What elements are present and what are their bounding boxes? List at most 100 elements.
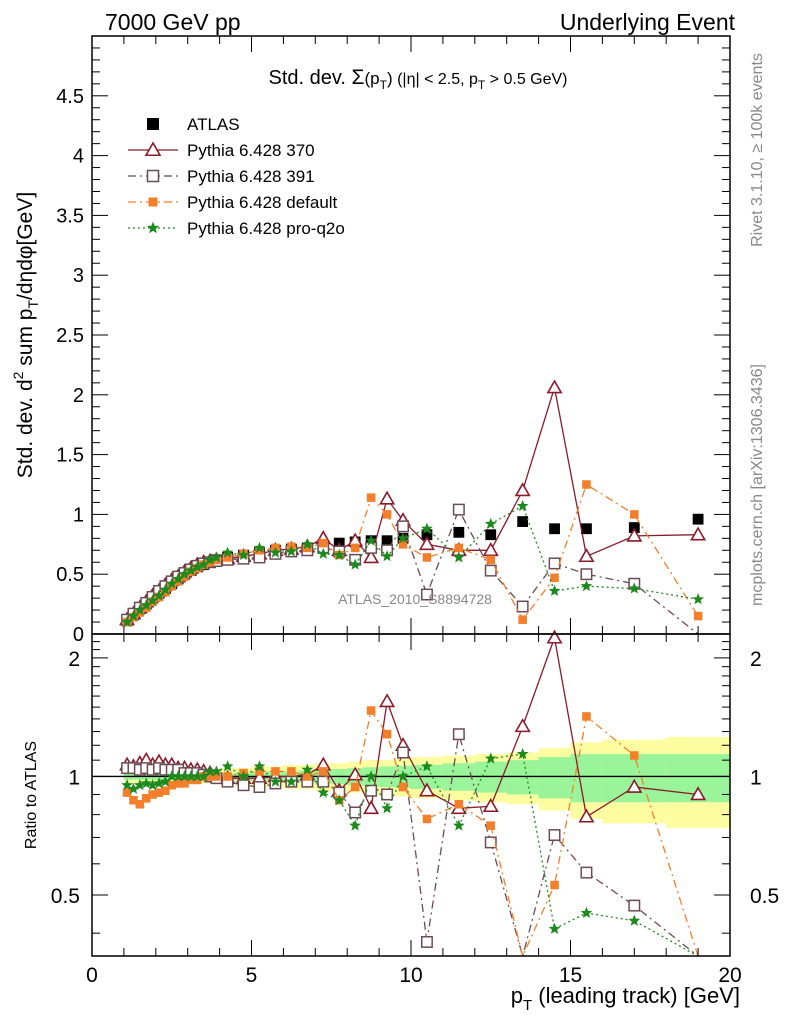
data-point	[319, 538, 328, 548]
ratio-y-tick-label: 0.5	[51, 885, 80, 908]
ratio-point	[398, 782, 408, 792]
ratio-point	[127, 782, 140, 794]
ratio-point	[349, 806, 362, 819]
data-point	[221, 546, 234, 558]
ratio-point	[180, 779, 189, 788]
ratio-y-tick-label: 2	[68, 648, 80, 671]
ratio-point	[365, 784, 378, 797]
ratio-point	[134, 779, 146, 791]
ratio-point	[452, 728, 465, 741]
data-point	[223, 553, 232, 562]
data-point	[548, 584, 561, 596]
ratio-point	[285, 775, 298, 787]
data-point	[690, 526, 707, 541]
ratio-point	[381, 788, 394, 801]
ratio-point	[582, 712, 591, 721]
x-tick-label: 15	[559, 964, 582, 987]
data-point	[630, 510, 639, 519]
ratio-point	[418, 782, 435, 797]
ratio-point	[580, 866, 593, 879]
ratio-point	[204, 765, 216, 777]
ratio-point	[122, 788, 132, 797]
ratio-point	[484, 836, 497, 849]
data-point	[365, 541, 378, 554]
data-point	[422, 553, 432, 562]
data-point	[453, 526, 465, 538]
data-point	[285, 545, 298, 557]
ratio-point	[287, 767, 296, 776]
ratio-point	[546, 629, 563, 644]
data-point	[397, 520, 409, 533]
ratio-point	[486, 821, 496, 830]
x-tick-label: 10	[399, 964, 422, 987]
data-point	[301, 538, 314, 550]
data-point	[485, 529, 497, 541]
main-title: Std. dev. Σ(pT) (|η| < 2.5, pT > 0.5 GeV…	[269, 66, 568, 92]
ratio-point	[514, 718, 531, 733]
ratio-band-inner	[602, 754, 667, 803]
data-point	[548, 557, 561, 570]
ratio-point	[165, 770, 178, 782]
ratio-point	[154, 788, 164, 797]
data-point	[418, 536, 435, 551]
header-right: Underlying Event	[560, 9, 736, 35]
ratio-point	[578, 808, 595, 823]
data-point	[421, 529, 433, 541]
ratio-point	[301, 763, 314, 775]
data-point	[486, 555, 496, 565]
data-point	[582, 480, 591, 489]
ratio-point	[223, 772, 232, 781]
data-point	[484, 517, 497, 529]
ratio-series-pythia-6-428-pro-q2o	[121, 747, 699, 957]
ratio-point	[253, 760, 266, 772]
ratio-point	[349, 819, 361, 831]
data-point	[269, 546, 282, 558]
data-point	[253, 541, 266, 553]
ratio-point	[172, 770, 184, 782]
data-point	[172, 572, 184, 584]
ratio-point	[580, 906, 593, 918]
legend-marker	[147, 118, 159, 130]
ratio-point	[397, 746, 409, 759]
data-point	[421, 522, 433, 534]
ratio-point	[253, 781, 266, 794]
mcplots-label: mcplots.cern.ch [arXiv:1306.3436]	[749, 364, 766, 606]
data-point	[518, 615, 527, 624]
data-point	[454, 543, 464, 553]
data-point	[134, 603, 146, 616]
ratio-point	[140, 777, 153, 789]
series-pythia-6-428-pro-q2o	[121, 499, 704, 627]
series-line	[126, 387, 699, 621]
ratio-point	[421, 760, 433, 772]
ratio-point	[237, 770, 250, 782]
data-point	[381, 550, 393, 562]
rivet-version-label: Rivet 3.1.10, ≥ 100k events	[749, 53, 766, 247]
data-point	[333, 548, 346, 561]
data-point	[452, 503, 465, 516]
ratio-point	[350, 782, 360, 792]
analysis-watermark: ATLAS_2010_S8894728	[338, 591, 492, 607]
y-tick-label: 4.5	[56, 86, 84, 108]
main-y-axis-label: Std. dev. d2 sum pT/dηdφ[GeV]	[10, 192, 41, 478]
ratio-point	[628, 914, 641, 926]
data-point	[317, 547, 330, 559]
data-point	[121, 615, 133, 627]
ratio-point	[135, 799, 145, 809]
ratio-point	[550, 880, 559, 890]
data-point	[381, 535, 393, 547]
data-point	[626, 527, 643, 542]
y-tick-label: 4	[73, 146, 84, 168]
y-tick-label: 2	[73, 385, 84, 407]
ratio-point	[379, 693, 396, 708]
legend-marker	[146, 169, 160, 183]
ratio-point	[630, 751, 639, 760]
ratio-point	[148, 790, 157, 799]
x-tick-label: 0	[86, 964, 98, 987]
ratio-y-tick-label-right: 2	[750, 648, 762, 671]
ratio-point	[333, 794, 346, 806]
legend-marker	[146, 221, 160, 234]
x-tick-label: 5	[246, 964, 258, 987]
x-axis-label: pT (leading track) [GeV]	[511, 983, 740, 1014]
data-point	[303, 543, 312, 553]
data-point	[185, 564, 197, 576]
